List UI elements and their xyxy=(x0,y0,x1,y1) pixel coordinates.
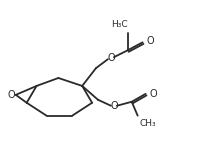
Text: O: O xyxy=(149,89,156,99)
Text: O: O xyxy=(7,90,15,100)
Text: CH₃: CH₃ xyxy=(139,119,155,128)
Text: H₃C: H₃C xyxy=(111,20,127,29)
Text: O: O xyxy=(146,36,154,46)
Text: O: O xyxy=(109,101,117,111)
Text: O: O xyxy=(107,53,114,63)
